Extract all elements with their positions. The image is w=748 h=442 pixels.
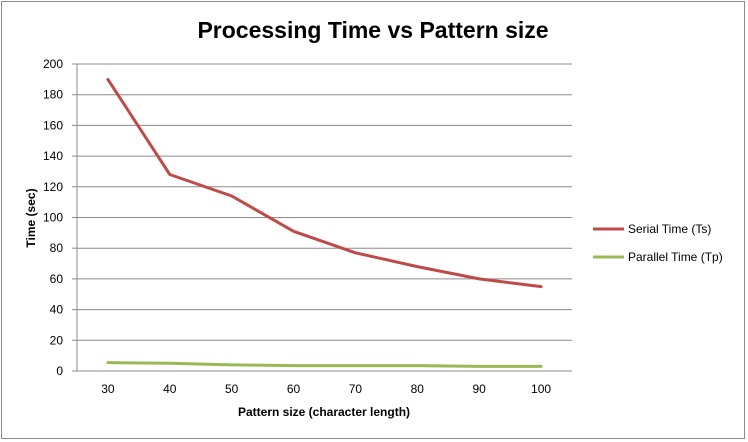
- x-tick-label: 40: [163, 382, 177, 396]
- x-tick-label: 60: [287, 382, 301, 396]
- y-tick-label: 120: [43, 180, 63, 194]
- y-tick-label: 180: [43, 88, 63, 102]
- y-tick-label: 60: [50, 272, 64, 286]
- x-tick-label: 50: [225, 382, 239, 396]
- legend-label: Serial Time (Ts): [628, 222, 711, 236]
- series-line-1: [106, 361, 543, 368]
- x-tick-label: 90: [473, 382, 487, 396]
- y-tick-label: 140: [43, 149, 63, 163]
- x-tick-label: 80: [411, 382, 425, 396]
- y-tick-label: 100: [43, 211, 63, 225]
- x-tick-label: 100: [531, 382, 551, 396]
- y-tick-label: 40: [50, 303, 64, 317]
- y-tick-label: 200: [43, 57, 63, 71]
- series-lines: [106, 77, 543, 368]
- y-tick-label: 160: [43, 118, 63, 132]
- y-tick-label: 0: [56, 364, 63, 378]
- axes: [76, 64, 572, 372]
- x-axis-label: Pattern size (character length): [238, 405, 410, 419]
- y-tick-label: 20: [50, 333, 64, 347]
- legend: Serial Time (Ts) Parallel Time (Tp): [593, 222, 723, 264]
- legend-label: Parallel Time (Tp): [628, 250, 723, 264]
- series-line-0: [106, 77, 543, 289]
- y-tick-labels: 0 20 40 60 80 100 120 140 160 180 200: [43, 57, 63, 378]
- y-tick-label: 80: [50, 241, 64, 255]
- x-tick-label: 70: [349, 382, 363, 396]
- x-tick-label: 30: [101, 382, 115, 396]
- gridlines: [72, 63, 572, 372]
- y-axis-label: Time (sec): [24, 188, 38, 247]
- x-tick-labels: 30 40 50 60 70 80 90 100: [101, 382, 551, 396]
- chart-title: Processing Time vs Pattern size: [197, 17, 548, 43]
